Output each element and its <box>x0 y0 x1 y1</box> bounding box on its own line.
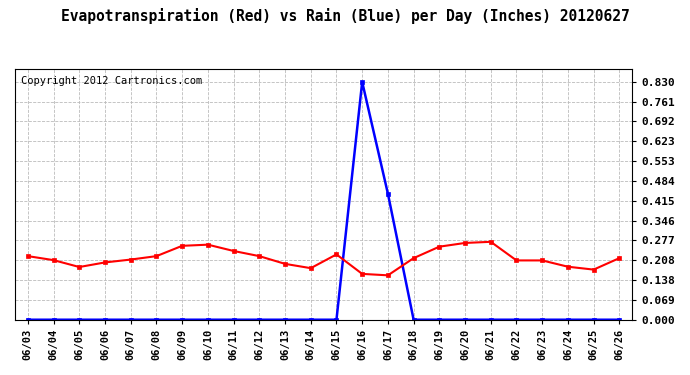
Text: Evapotranspiration (Red) vs Rain (Blue) per Day (Inches) 20120627: Evapotranspiration (Red) vs Rain (Blue) … <box>61 8 629 24</box>
Text: Copyright 2012 Cartronics.com: Copyright 2012 Cartronics.com <box>21 76 202 86</box>
